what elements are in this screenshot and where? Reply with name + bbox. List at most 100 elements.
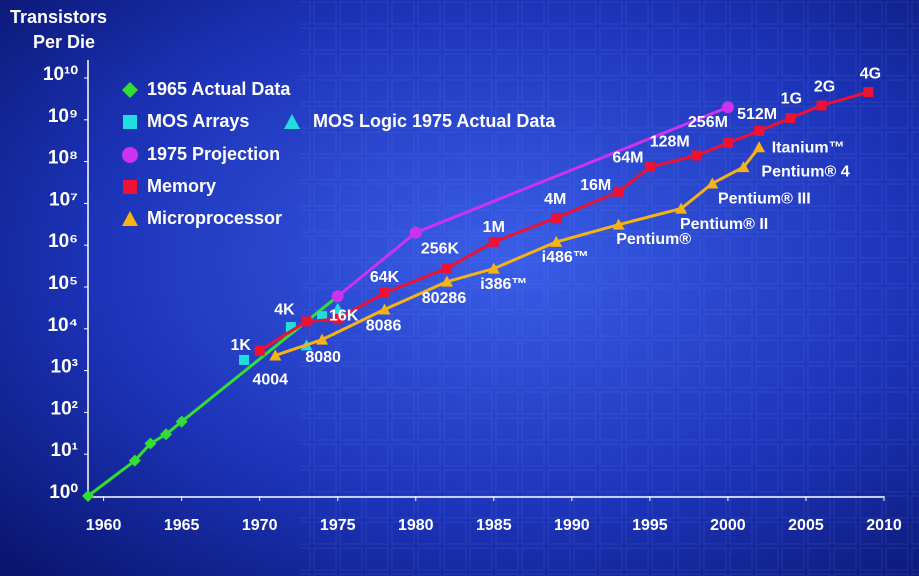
- point-label: 4M: [544, 191, 566, 208]
- legend-label: MOS Logic 1975 Actual Data: [313, 111, 556, 131]
- legend-marker: [122, 147, 138, 163]
- point-label: 1K: [230, 337, 251, 354]
- marker: [722, 137, 733, 148]
- point-label: Pentium® 4: [761, 163, 849, 180]
- point-label: 16M: [580, 177, 611, 194]
- x-tick-label: 1965: [164, 517, 200, 534]
- marker: [254, 345, 265, 356]
- marker: [331, 302, 344, 314]
- point-label: 4G: [860, 65, 881, 82]
- legend-marker: [122, 211, 138, 226]
- marker: [488, 236, 499, 247]
- point-label: 80286: [422, 290, 467, 307]
- point-label: 1G: [781, 90, 802, 107]
- x-tick-label: 2010: [866, 517, 902, 534]
- point-label: 16K: [329, 307, 359, 324]
- y-tick-label: 10⁰: [49, 482, 78, 503]
- marker: [144, 437, 157, 450]
- point-label: 4004: [252, 372, 288, 389]
- point-label: 256M: [688, 114, 728, 131]
- point-label: 512M: [737, 106, 777, 123]
- point-label: Pentium® III: [718, 191, 811, 208]
- y-tick-label: 10⁴: [47, 315, 78, 336]
- x-tick-label: 1970: [242, 517, 278, 534]
- x-tick-label: 1980: [398, 517, 434, 534]
- marker: [613, 186, 624, 197]
- legend-marker: [284, 114, 300, 129]
- y-tick-label: 10⁷: [49, 189, 78, 210]
- marker: [440, 275, 453, 287]
- marker: [379, 287, 390, 298]
- x-tick-label: 1985: [476, 517, 512, 534]
- marker: [644, 162, 655, 173]
- y-tick-label: 10²: [51, 398, 78, 419]
- y-tick-label: 10³: [51, 357, 78, 378]
- point-label: 8086: [366, 318, 402, 335]
- marker: [128, 454, 141, 467]
- marker: [160, 428, 173, 441]
- y-tick-label: 10⁸: [48, 148, 78, 169]
- y-tick-label: 10¹: [51, 440, 78, 461]
- marker: [754, 125, 765, 136]
- marker: [441, 263, 452, 274]
- legend-label: Memory: [147, 176, 216, 196]
- legend-label: 1975 Projection: [147, 144, 280, 164]
- point-label: 256K: [421, 241, 460, 258]
- marker: [332, 314, 343, 325]
- y-tick-label: 10¹⁰: [43, 64, 78, 85]
- legend-label: Microprocessor: [147, 208, 282, 228]
- marker: [301, 316, 312, 327]
- marker: [331, 290, 344, 303]
- x-tick-label: 2005: [788, 517, 824, 534]
- marker: [316, 333, 329, 345]
- point-label: Itanium™: [772, 140, 845, 157]
- marker: [675, 202, 688, 214]
- axis-label: Transistors: [10, 7, 107, 27]
- marker: [269, 349, 282, 361]
- point-label: Pentium® II: [680, 216, 768, 233]
- legend-label: 1965 Actual Data: [147, 79, 291, 99]
- x-tick-label: 1995: [632, 517, 668, 534]
- x-tick-label: 1975: [320, 517, 356, 534]
- axis-label: Per Die: [33, 32, 95, 52]
- x-tick-label: 2000: [710, 517, 746, 534]
- point-label: 8080: [305, 349, 341, 366]
- marker: [175, 415, 188, 428]
- marker: [551, 212, 562, 223]
- marker: [863, 87, 874, 98]
- marker: [409, 226, 422, 239]
- point-label: Pentium®: [616, 231, 691, 248]
- point-label: 128M: [650, 134, 690, 151]
- marker: [378, 303, 391, 315]
- point-label: i386™: [480, 276, 527, 293]
- point-label: 64M: [612, 149, 643, 166]
- marker: [550, 235, 563, 247]
- point-label: 64K: [370, 269, 400, 286]
- marker: [737, 161, 750, 173]
- legend-marker: [122, 82, 138, 98]
- x-tick-label: 1960: [86, 517, 122, 534]
- marker: [612, 218, 625, 230]
- marker: [785, 113, 796, 124]
- x-tick-label: 1990: [554, 517, 590, 534]
- series-line: [87, 295, 339, 498]
- point-label: 4K: [274, 302, 295, 319]
- legend-marker: [123, 180, 137, 194]
- y-tick-label: 10⁹: [48, 106, 78, 127]
- point-label: 1M: [483, 219, 505, 236]
- marker: [317, 311, 328, 322]
- marker: [753, 141, 766, 153]
- legend-marker: [123, 115, 137, 129]
- point-label: 2G: [814, 79, 835, 96]
- marker: [691, 150, 702, 161]
- marker: [816, 100, 827, 111]
- point-label: i486™: [542, 249, 589, 266]
- marker: [487, 262, 500, 274]
- marker: [239, 354, 250, 365]
- y-tick-label: 10⁶: [48, 231, 78, 252]
- marker: [706, 177, 719, 189]
- marker: [82, 490, 94, 502]
- marker: [285, 322, 296, 333]
- background-pattern: [300, 0, 919, 576]
